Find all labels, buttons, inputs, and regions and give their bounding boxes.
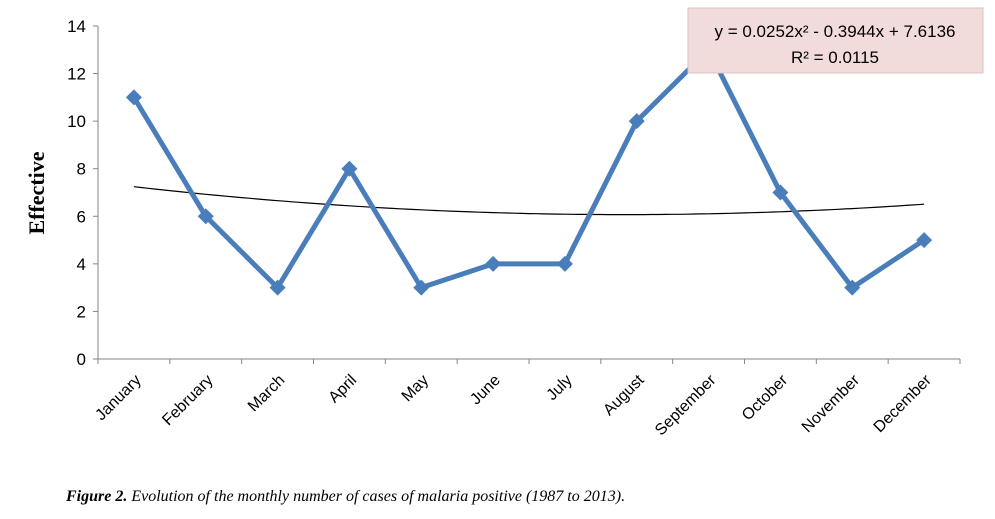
y-tick-label: 6 xyxy=(77,207,86,226)
x-tick-label: November xyxy=(799,371,864,436)
data-point xyxy=(556,255,573,272)
x-tick-label: October xyxy=(739,371,792,424)
x-tick-label: September xyxy=(652,371,720,439)
x-tick-label: August xyxy=(600,371,648,419)
y-tick-label: 2 xyxy=(77,302,86,321)
y-tick-label: 12 xyxy=(67,65,86,84)
x-tick-label: December xyxy=(871,371,936,436)
data-point xyxy=(485,255,502,272)
x-tick-label: April xyxy=(326,372,361,407)
y-tick-label: 4 xyxy=(77,255,86,274)
x-tick-label: July xyxy=(544,372,576,404)
data-point xyxy=(197,208,214,225)
trendline xyxy=(133,186,925,216)
data-point xyxy=(341,160,358,177)
caption: Figure 2. Evolution of the monthly numbe… xyxy=(65,488,625,505)
x-tick-label: June xyxy=(467,372,504,409)
y-tick-label: 8 xyxy=(77,160,86,179)
x-tick-label: May xyxy=(399,372,432,405)
data-point xyxy=(413,279,430,296)
data-point xyxy=(269,279,286,296)
y-tick-label: 10 xyxy=(67,112,86,131)
trendline-label-box xyxy=(687,7,984,74)
data-point xyxy=(628,113,645,130)
y-tick-label: 0 xyxy=(77,350,86,369)
y-axis-label: Effective xyxy=(24,151,49,234)
caption-label: Figure 2. xyxy=(65,488,127,505)
x-tick-label: March xyxy=(245,372,288,415)
data-point xyxy=(772,184,789,201)
trendline-equation: y = 0.0252x² - 0.3944x + 7.6136 xyxy=(714,22,955,41)
data-point xyxy=(125,89,142,106)
data-point xyxy=(844,279,861,296)
y-tick-label: 14 xyxy=(67,17,86,36)
x-tick-label: February xyxy=(159,372,216,429)
caption-text: Evolution of the monthly number of cases… xyxy=(130,488,625,505)
trendline-r2: R² = 0.0115 xyxy=(791,48,879,67)
data-point xyxy=(916,232,933,249)
x-tick-label: January xyxy=(92,372,144,424)
series-line xyxy=(131,47,926,291)
